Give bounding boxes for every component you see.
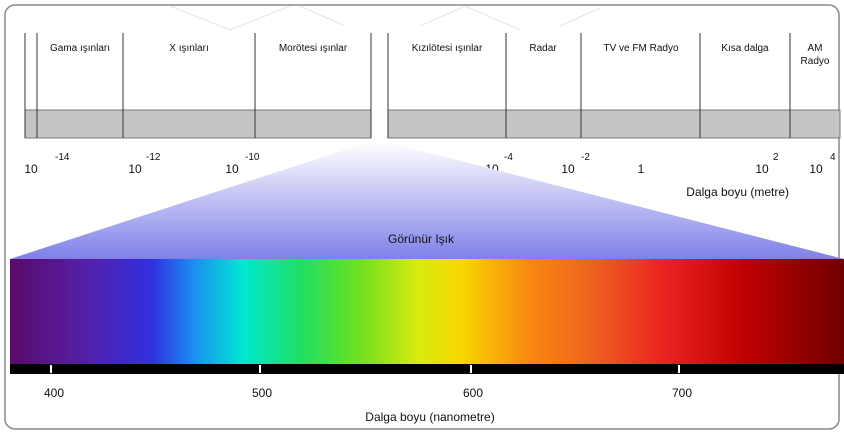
exp-base: 1 [638,162,645,176]
exp-power: -12 [146,152,161,163]
band-label-tv-fm: TV ve FM Radyo [603,43,678,54]
exp-power: -14 [55,152,70,163]
axis-label-metre: Dalga boyu (metre) [686,185,789,199]
nm-tick-label: 500 [252,386,272,400]
exp-power: 4 [830,152,836,163]
exp-base: 10 [755,162,769,176]
exp-base: 10 [128,162,142,176]
top-decoration [169,5,601,31]
nm-tick-label: 600 [463,386,483,400]
exp-power: -2 [581,152,590,163]
nm-tick-label: 700 [672,386,692,400]
spectrum-bar-right [387,109,841,139]
exp-base: 10 [225,162,239,176]
exp-power: -4 [504,152,513,163]
exp-base: 10 [24,162,38,176]
exp-base: 10 [809,162,823,176]
nanometre-scale-bar [10,364,844,374]
axis-label-nanometre: Dalga boyu (nanometre) [365,410,494,424]
exp-base: 10 [561,162,575,176]
nanometre-ticks [50,365,680,373]
band-label-ultraviolet: Morötesi ışınlar [279,43,348,54]
band-label-am-line2: Radyo [801,56,830,67]
band-label-gamma: Gama ışınları [50,43,110,54]
nm-tick-label: 400 [44,386,64,400]
visible-light-label: Görünür Işık [388,232,455,246]
band-label-am-line1: AM [808,43,823,54]
exp-power: 2 [773,152,779,163]
band-label-radar: Radar [529,43,557,54]
band-dividers [24,33,791,138]
band-label-xray: X ışınları [169,43,208,54]
spectrum-bar-left [24,109,372,139]
band-label-shortwave: Kısa dalga [721,43,769,54]
band-label-infrared: Kızılötesi ışınlar [412,43,483,54]
visible-light-cone [10,142,844,259]
visible-spectrum-band [10,259,844,364]
exp-power: -10 [245,152,260,163]
